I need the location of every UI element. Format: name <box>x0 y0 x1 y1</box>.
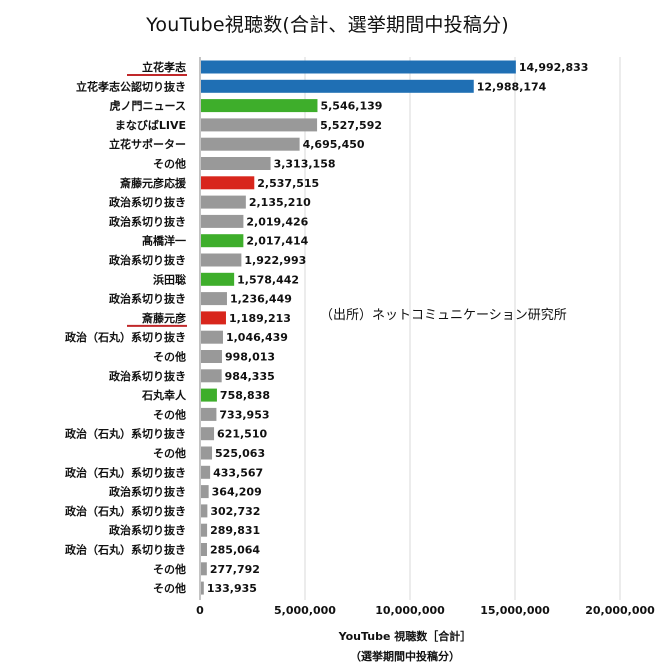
x-tick-label: 5,000,000 <box>274 604 336 617</box>
x-tick-label: 0 <box>196 604 204 617</box>
x-axis-label: YouTube 視聴数［合計］ <box>338 630 472 643</box>
x-tick-label: 20,000,000 <box>585 604 655 617</box>
bar <box>201 407 217 421</box>
data-label: 3,313,158 <box>274 158 336 171</box>
data-label: 2,135,210 <box>249 196 311 209</box>
category-label: その他 <box>153 562 186 576</box>
bar <box>201 79 474 93</box>
bar <box>201 60 516 74</box>
category-label: 政治（石丸）系切り抜き <box>65 330 186 344</box>
category-label: 髙橋洋一 <box>142 234 186 248</box>
data-label: 1,189,213 <box>229 312 291 325</box>
category-label: 立花孝志公認切り抜き <box>76 79 186 93</box>
bar <box>201 350 222 363</box>
x-axis-sublabel: （選挙期間中投稿分） <box>350 650 460 663</box>
bar <box>201 485 209 499</box>
data-label: 14,992,833 <box>519 61 589 74</box>
category-label: 政治系切り抜き <box>109 253 186 267</box>
data-label: 5,546,139 <box>320 100 382 113</box>
label-layer: 立花孝志 14,992,833 立花孝志公認切り抜き 12,988,174 虎ノ門ニュー… <box>65 60 588 595</box>
category-label: 斎藤元彦 <box>142 311 186 325</box>
bar <box>201 369 222 383</box>
data-label: 364,209 <box>212 486 262 499</box>
bar <box>201 292 227 306</box>
category-label: 政治（石丸）系切り抜き <box>65 504 186 518</box>
category-label: 政治系切り抜き <box>109 369 186 383</box>
bar <box>201 465 211 479</box>
bar-layer <box>201 60 516 595</box>
data-label: 4,695,450 <box>303 138 365 151</box>
data-label: 2,019,426 <box>246 215 308 228</box>
category-label: 政治系切り抜き <box>109 214 186 228</box>
x-tick-label: 10,000,000 <box>375 604 445 617</box>
data-label: 2,017,414 <box>246 235 308 248</box>
data-label: 289,831 <box>210 524 260 537</box>
chart-title: YouTube視聴数(合計、選挙期間中投稿分) <box>146 14 509 36</box>
bar <box>201 523 208 537</box>
bar <box>201 234 244 248</box>
category-label: 立花サポーター <box>109 137 186 151</box>
data-label: 302,732 <box>210 505 260 518</box>
bar <box>201 446 213 460</box>
bar <box>201 330 223 344</box>
category-label: 虎ノ門ニュース <box>110 99 186 113</box>
tick-layer: 0 5,000,000 10,000,000 15,000,000 20,000,000 <box>196 604 655 617</box>
x-tick-label: 15,000,000 <box>480 604 550 617</box>
category-label: 政治系切り抜き <box>109 523 186 537</box>
bar <box>201 388 217 402</box>
category-label: 石丸幸人 <box>141 388 187 402</box>
bar <box>201 214 244 228</box>
bar <box>201 118 318 132</box>
bar <box>201 543 207 556</box>
bar <box>201 311 226 325</box>
data-label: 1,578,442 <box>237 273 299 286</box>
category-label: まなびばLIVE <box>115 118 186 132</box>
category-label: 浜田聡 <box>153 272 186 286</box>
bar <box>201 176 255 190</box>
category-label: 政治（石丸）系切り抜き <box>65 465 186 479</box>
source-note: （出所）ネットコミュニケーション研究所 <box>320 308 567 323</box>
bar <box>201 157 271 170</box>
category-label: その他 <box>153 407 186 421</box>
category-label: 政治系切り抜き <box>109 195 186 209</box>
category-label: その他 <box>153 581 186 595</box>
data-label: 285,064 <box>210 544 260 557</box>
grid-layer <box>199 57 621 600</box>
data-label: 2,537,515 <box>257 177 319 190</box>
data-label: 621,510 <box>217 428 267 441</box>
data-label: 1,046,439 <box>226 331 288 344</box>
category-label: その他 <box>153 157 186 171</box>
data-label: 12,988,174 <box>477 80 547 93</box>
data-label: 1,922,993 <box>244 254 306 267</box>
bar <box>201 272 235 286</box>
data-label: 758,838 <box>220 389 270 402</box>
data-label: 1,236,449 <box>230 293 292 306</box>
data-label: 133,935 <box>207 582 257 595</box>
category-label: その他 <box>153 446 186 460</box>
category-label: 斎藤元彦応援 <box>120 176 187 190</box>
data-label: 984,335 <box>225 370 275 383</box>
data-label: 277,792 <box>210 563 260 576</box>
bar <box>201 99 318 113</box>
bar <box>201 427 215 441</box>
bar <box>201 253 242 267</box>
data-label: 433,567 <box>213 466 263 479</box>
category-label: 政治（石丸）系切り抜き <box>65 427 186 441</box>
category-label: その他 <box>153 350 186 364</box>
bar <box>201 195 246 209</box>
bar <box>201 504 208 518</box>
data-label: 525,063 <box>215 447 265 460</box>
category-label: 政治系切り抜き <box>109 292 186 306</box>
data-label: 5,527,592 <box>320 119 382 132</box>
data-label: 998,013 <box>225 351 275 364</box>
category-label: 政治（石丸）系切り抜き <box>65 543 186 557</box>
category-label: 立花孝志 <box>142 60 186 74</box>
category-label: 政治系切り抜き <box>109 485 186 499</box>
bar <box>201 137 300 151</box>
bar <box>201 562 207 576</box>
bar <box>201 581 204 595</box>
data-label: 733,953 <box>219 408 269 421</box>
